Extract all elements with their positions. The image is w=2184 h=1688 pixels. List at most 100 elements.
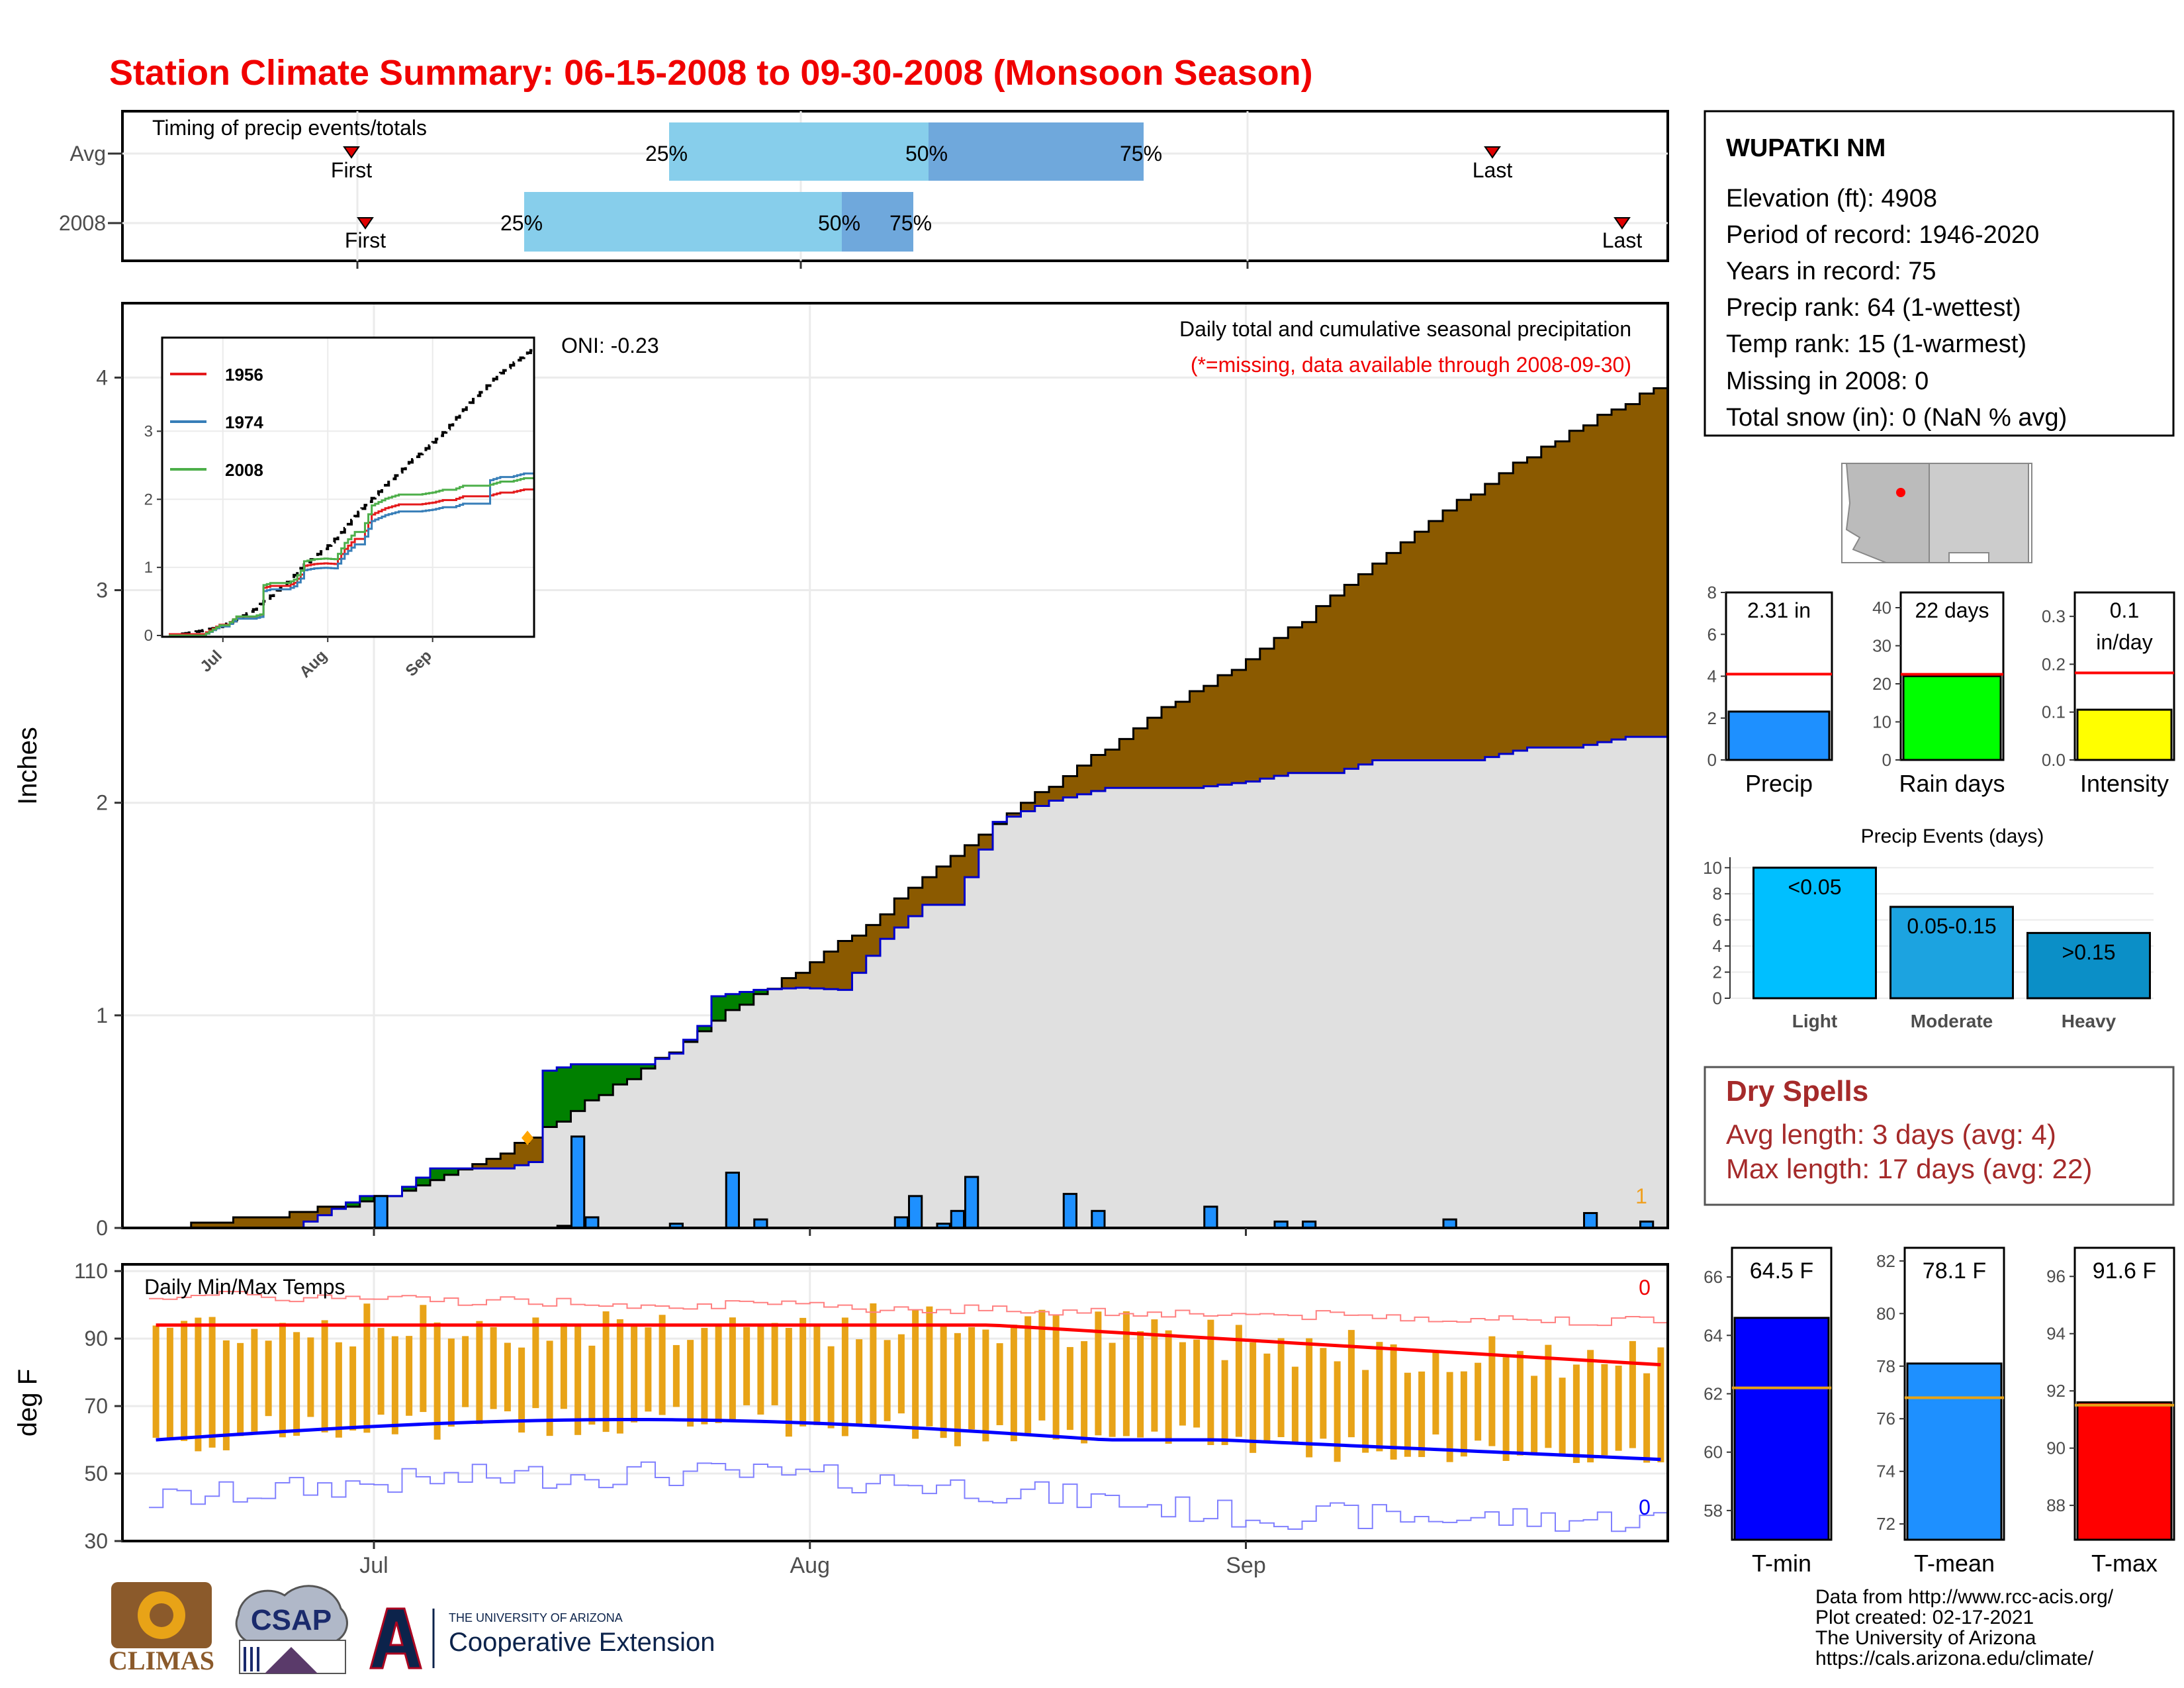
daily-temp-bar — [1235, 1325, 1242, 1437]
daily-temp-bar — [856, 1339, 863, 1425]
daily-temp-bar — [1587, 1350, 1594, 1463]
daily-temp-bar — [715, 1323, 722, 1423]
inset-ytick: 2 — [144, 491, 153, 508]
temp-summary-ytick: 88 — [2046, 1495, 2066, 1515]
avg-min-temp-line — [156, 1417, 1661, 1462]
station-snow: Total snow (in): 0 (NaN % avg) — [1726, 404, 2067, 432]
summary-value-bar — [2076, 708, 2173, 761]
daily-temp-bar — [1024, 1316, 1032, 1435]
daily-temp-bar — [1010, 1325, 1017, 1442]
events-title: Precip Events (days) — [1861, 825, 2044, 847]
temp-summary-ytick: 62 — [1704, 1384, 1723, 1404]
inset-1974-line — [169, 472, 534, 637]
daily-temp-bar — [996, 1343, 1003, 1425]
event-bar — [2026, 931, 2151, 1000]
daily-temp-bar — [954, 1333, 961, 1446]
daily-temp-bar — [841, 1317, 848, 1436]
events-ytick: 2 — [1713, 962, 1722, 982]
summary-label: Intensity — [2080, 770, 2169, 797]
inset-ytick: 3 — [144, 422, 153, 440]
daily-temp-bar — [701, 1328, 708, 1425]
record-min-count: 0 — [1639, 1495, 1651, 1519]
temp-summary-ytick: 78 — [1876, 1356, 1895, 1376]
daily-precip-bar — [570, 1135, 586, 1229]
y2008-q50-q75-bar — [842, 192, 913, 252]
summary-ytick: 0.1 — [2042, 702, 2066, 722]
station-temp-rank: Temp rank: 15 (1-warmest) — [1726, 330, 2026, 358]
summary-bar-charts: 2.31 in 0 2 4 6 8 Precip 22 days 0 10 20 30 40 Rain d… — [1707, 583, 2175, 797]
station-elevation: Elevation (ft): 4908 — [1726, 185, 1937, 212]
daily-temp-bar — [1362, 1370, 1369, 1453]
daily-temp-bar — [1193, 1339, 1201, 1428]
credit-url: https://cals.arizona.edu/climate/ — [1815, 1648, 2094, 1669]
temp-ylabel: deg F — [13, 1369, 42, 1436]
event-bar-text: <0.05 — [1788, 875, 1842, 899]
daily-temp-bar — [884, 1340, 891, 1421]
daily-temp-bar — [1531, 1376, 1538, 1454]
daily-temp-bar — [1179, 1342, 1186, 1426]
daily-temp-bar — [1545, 1344, 1552, 1448]
precip-ytick: 0 — [96, 1216, 108, 1240]
x-tick-label: Jul — [359, 1553, 388, 1578]
avg-row-label: Avg — [69, 142, 106, 165]
daily-temp-bar — [813, 1325, 821, 1425]
events-ytick: 0 — [1713, 988, 1722, 1008]
y2008-last-label: Last — [1602, 228, 1643, 252]
daily-temp-bar — [1390, 1344, 1397, 1460]
summary-label: Rain days — [1899, 770, 2005, 797]
daily-temp-bar — [293, 1332, 300, 1436]
y2008-last-marker — [1614, 217, 1631, 230]
daily-temp-bar — [152, 1325, 159, 1438]
summary-label: Precip — [1745, 770, 1813, 797]
daily-temp-bar — [1109, 1342, 1116, 1437]
daily-temp-bar — [631, 1326, 638, 1423]
summary-value-text: 2.31 in — [1747, 598, 1811, 622]
y2008-first-marker — [357, 217, 374, 230]
daily-temp-bar — [1446, 1372, 1453, 1462]
daily-temp-bar — [476, 1321, 483, 1425]
station-info-box: WUPATKI NM Elevation (ft): 4908 Period o… — [1704, 110, 2175, 437]
daily-temp-bar — [1488, 1336, 1496, 1446]
daily-temp-bar — [1559, 1378, 1566, 1457]
daily-temp-bar — [447, 1338, 455, 1427]
x-axis: Jul Aug Sep — [359, 1228, 1266, 1578]
summary-ytick: 0.3 — [2042, 606, 2066, 626]
daily-temp-bar — [672, 1344, 680, 1407]
summary-ytick: 0.2 — [2042, 654, 2066, 674]
daily-temp-bar — [1066, 1346, 1073, 1430]
event-bar-text: 0.05-0.15 — [1907, 914, 1996, 938]
avg-last-label: Last — [1473, 158, 1513, 182]
temp-ytick: 90 — [84, 1327, 108, 1350]
summary-ytick: 0 — [1707, 750, 1717, 770]
daily-temp-bar — [265, 1340, 272, 1417]
missing-marker — [522, 1131, 533, 1145]
daily-precip-bar — [1062, 1193, 1077, 1229]
avg-q75-label: 75% — [1120, 142, 1162, 165]
daily-temp-bar — [602, 1311, 610, 1432]
daily-temp-bar — [1376, 1342, 1383, 1452]
temp-ytick: 110 — [74, 1259, 108, 1283]
summary-value-text: 0.1 — [2110, 598, 2139, 622]
daily-temp-bar — [982, 1329, 989, 1442]
temp-summary-label: T-min — [1752, 1550, 1811, 1577]
temp-summary-value: 91.6 F — [2093, 1258, 2156, 1284]
record-low-line — [149, 1461, 1668, 1532]
daily-temp-bar — [1122, 1311, 1130, 1436]
precip-ytick: 3 — [96, 579, 108, 602]
daily-temp-bar — [1221, 1360, 1228, 1446]
daily-temp-bar — [433, 1322, 441, 1440]
daily-temp-bar — [335, 1342, 342, 1438]
daily-precip-bar — [893, 1216, 909, 1229]
summary-value-unit: in/day — [2096, 630, 2152, 654]
daily-temp-bar — [968, 1327, 976, 1430]
daily-temp-bar — [546, 1340, 553, 1436]
credit-plot-created: Plot created: 02-17-2021 — [1815, 1607, 2034, 1628]
daily-temp-bar — [687, 1340, 694, 1427]
daily-temp-bar — [799, 1317, 807, 1427]
daily-temp-bar — [1475, 1362, 1482, 1441]
daily-temp-bar — [307, 1337, 314, 1417]
daily-temp-bar — [1151, 1319, 1158, 1432]
